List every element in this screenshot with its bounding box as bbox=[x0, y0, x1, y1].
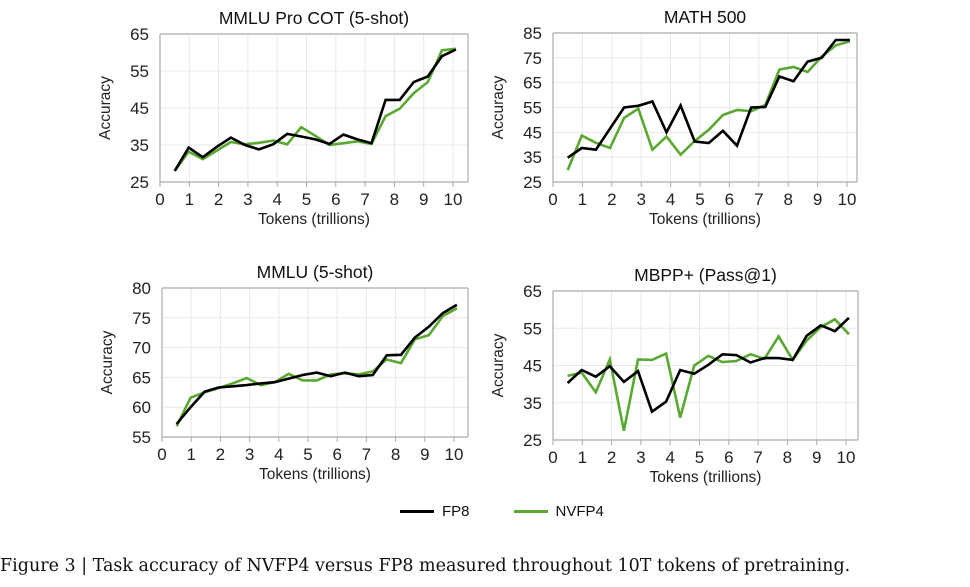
y-axis-label: Accuracy bbox=[490, 75, 507, 139]
x-tick-label: 0 bbox=[548, 448, 557, 467]
legend-label-nvfp4: NVFP4 bbox=[555, 503, 604, 520]
y-tick-label: 25 bbox=[523, 173, 542, 192]
x-tick-label: 9 bbox=[419, 190, 428, 209]
y-tick-label: 80 bbox=[132, 279, 151, 298]
x-tick-label: 3 bbox=[245, 445, 254, 464]
y-tick-label: 60 bbox=[132, 398, 151, 417]
y-tick-label: 35 bbox=[523, 394, 542, 413]
x-tick-label: 8 bbox=[783, 190, 792, 209]
legend-item-nvfp4: NVFP4 bbox=[513, 503, 604, 520]
legend-swatch-fp8 bbox=[400, 510, 434, 513]
x-tick-label: 4 bbox=[272, 190, 281, 209]
x-tick-label: 9 bbox=[420, 445, 429, 464]
x-tick-label: 9 bbox=[813, 190, 822, 209]
y-tick-label: 65 bbox=[523, 74, 542, 93]
x-tick-label: 10 bbox=[837, 448, 856, 467]
x-tick-label: 6 bbox=[725, 190, 734, 209]
x-tick-label: 5 bbox=[303, 445, 312, 464]
x-tick-label: 10 bbox=[838, 190, 857, 209]
x-tick-label: 8 bbox=[391, 445, 400, 464]
series-line-fp8 bbox=[175, 303, 458, 425]
x-tick-label: 10 bbox=[445, 445, 464, 464]
y-tick-label: 45 bbox=[130, 99, 149, 118]
x-tick-label: 5 bbox=[302, 190, 311, 209]
series-line-nvfp4 bbox=[175, 307, 458, 427]
x-tick-label: 6 bbox=[724, 448, 733, 467]
y-tick-label: 25 bbox=[130, 173, 149, 192]
x-tick-label: 7 bbox=[753, 448, 762, 467]
x-tick-label: 7 bbox=[360, 190, 369, 209]
x-tick-label: 3 bbox=[636, 190, 645, 209]
y-tick-label: 45 bbox=[523, 123, 542, 142]
series-line-nvfp4 bbox=[567, 317, 850, 431]
y-tick-label: 55 bbox=[130, 62, 149, 81]
x-tick-label: 2 bbox=[607, 448, 616, 467]
legend: FP8 NVFP4 bbox=[400, 503, 648, 520]
x-tick-label: 6 bbox=[331, 190, 340, 209]
x-tick-label: 3 bbox=[243, 190, 252, 209]
x-axis-label: Tokens (trillions) bbox=[258, 211, 370, 228]
y-tick-label: 70 bbox=[132, 339, 151, 358]
x-tick-label: 1 bbox=[578, 448, 587, 467]
y-axis-label: Accuracy bbox=[99, 330, 116, 394]
y-tick-label: 55 bbox=[523, 319, 542, 338]
series-line-fp8 bbox=[566, 316, 850, 414]
x-tick-label: 4 bbox=[666, 190, 675, 209]
x-tick-label: 8 bbox=[783, 448, 792, 467]
x-tick-label: 1 bbox=[186, 445, 195, 464]
series-line-nvfp4 bbox=[173, 47, 457, 172]
x-tick-label: 1 bbox=[185, 190, 194, 209]
legend-swatch-nvfp4 bbox=[513, 510, 548, 513]
x-tick-label: 7 bbox=[362, 445, 371, 464]
x-axis-label: Tokens (trillions) bbox=[649, 211, 761, 228]
chart-title: MMLU Pro COT (5-shot) bbox=[219, 8, 409, 28]
x-tick-label: 3 bbox=[636, 448, 645, 467]
y-tick-label: 25 bbox=[523, 431, 542, 450]
x-tick-label: 7 bbox=[754, 190, 763, 209]
y-axis-label: Accuracy bbox=[97, 76, 114, 140]
y-tick-label: 55 bbox=[523, 99, 542, 118]
y-tick-label: 75 bbox=[132, 309, 151, 328]
x-tick-label: 4 bbox=[274, 445, 283, 464]
chart-title: MATH 500 bbox=[664, 7, 747, 27]
x-tick-label: 8 bbox=[390, 190, 399, 209]
x-tick-label: 1 bbox=[578, 190, 587, 209]
series-line-fp8 bbox=[173, 48, 457, 172]
x-tick-label: 0 bbox=[155, 190, 164, 209]
x-tick-label: 0 bbox=[548, 190, 557, 209]
chart-title: MBPP+ (Pass@1) bbox=[634, 265, 777, 285]
y-tick-label: 35 bbox=[130, 136, 149, 155]
figure-caption: Figure 3 | Task accuracy of NVFP4 versus… bbox=[0, 556, 851, 576]
y-tick-label: 85 bbox=[523, 24, 542, 43]
y-tick-label: 65 bbox=[130, 25, 149, 44]
x-tick-label: 0 bbox=[157, 445, 166, 464]
x-axis-label: Tokens (trillions) bbox=[650, 469, 762, 486]
x-tick-label: 5 bbox=[695, 448, 704, 467]
y-tick-label: 65 bbox=[132, 368, 151, 387]
chart-title: MMLU (5-shot) bbox=[257, 262, 374, 282]
x-tick-label: 10 bbox=[444, 190, 463, 209]
x-tick-label: 2 bbox=[214, 190, 223, 209]
x-tick-label: 5 bbox=[695, 190, 704, 209]
y-tick-label: 35 bbox=[523, 148, 542, 167]
series-line-fp8 bbox=[566, 38, 850, 159]
y-tick-label: 55 bbox=[132, 428, 151, 447]
y-axis-label: Accuracy bbox=[490, 333, 507, 397]
y-tick-label: 65 bbox=[523, 282, 542, 301]
legend-label-fp8: FP8 bbox=[442, 503, 470, 520]
x-tick-label: 9 bbox=[812, 448, 821, 467]
x-tick-label: 2 bbox=[216, 445, 225, 464]
y-tick-label: 45 bbox=[523, 357, 542, 376]
x-tick-label: 4 bbox=[665, 448, 674, 467]
legend-item-fp8: FP8 bbox=[400, 503, 470, 520]
y-tick-label: 75 bbox=[523, 49, 542, 68]
x-axis-label: Tokens (trillions) bbox=[259, 466, 371, 483]
x-tick-label: 2 bbox=[607, 190, 616, 209]
x-tick-label: 6 bbox=[332, 445, 341, 464]
